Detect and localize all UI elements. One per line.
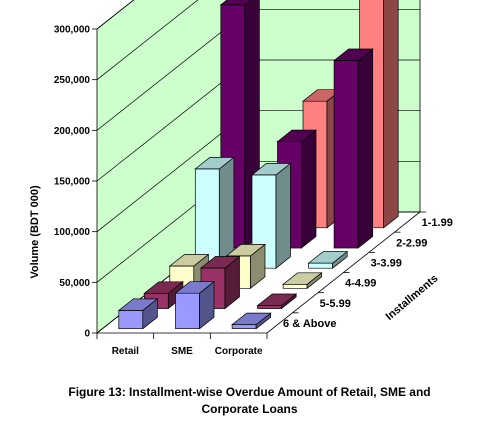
bar-front [231,324,257,330]
bar-top [333,48,374,61]
series-label: 5-5.99 [320,298,351,310]
y-tick-label: 300,000 [54,25,91,36]
bar-side [357,48,374,249]
bar-top [168,254,210,267]
bar-top [143,281,184,294]
axis-labels: 0 50,000 100,000 150,000 200,000 250,000 300,0… [54,25,453,358]
series-label: 1-1.99 [422,217,453,229]
bar-top [231,312,272,325]
bar [256,293,298,310]
bar-top [199,256,241,269]
bar-top [256,293,298,306]
bar-side [301,129,317,249]
y-tick-label: 200,000 [54,126,91,137]
series-label: 6 & Above [283,318,336,330]
bar [231,312,272,330]
bar-top [174,281,216,294]
bars [117,0,399,330]
bar-front [282,283,308,289]
bar-front [308,262,333,269]
y-axis-title: Volume (BDT 000) [29,185,41,279]
category-label: Corporate [215,346,263,357]
y-tick-label: 0 [84,329,90,340]
category-label: Retail [112,346,139,357]
y-tick-label: 150,000 [54,177,91,188]
bar-top [194,157,235,170]
bar-front [333,60,359,249]
bar-front [118,310,144,330]
bar-front [194,168,220,269]
bar [117,298,159,330]
y-tick-label: 100,000 [54,227,91,238]
gridline [96,0,199,80]
bar-top [276,129,318,142]
depth-axis-title: Installments [384,272,441,322]
bar [333,48,374,249]
bar [194,156,235,269]
bar-top [219,0,252,6]
bar [174,280,216,330]
bar-top [282,272,323,285]
series-label: 4-4.99 [345,278,376,290]
bar-top [117,298,159,311]
bar-top [250,163,292,176]
y-tick-label: 50,000 [59,278,90,289]
bar-front [257,305,282,309]
bar-top [307,251,349,264]
bar-top [225,244,267,257]
series-label: 3-3.99 [371,257,402,269]
figure-caption-line-1: Figure 13: Installment-wise Overdue Amou… [68,385,431,399]
bar-side [383,0,399,229]
category-label: SME [171,346,193,357]
figure-caption-line-2: Corporate Loans [201,402,298,416]
bar [282,272,323,290]
bar-side [275,162,291,269]
y-tick-label: 250,000 [54,75,91,86]
series-label: 2-2.99 [396,237,427,249]
bar [307,250,349,269]
bar-front [175,292,200,330]
